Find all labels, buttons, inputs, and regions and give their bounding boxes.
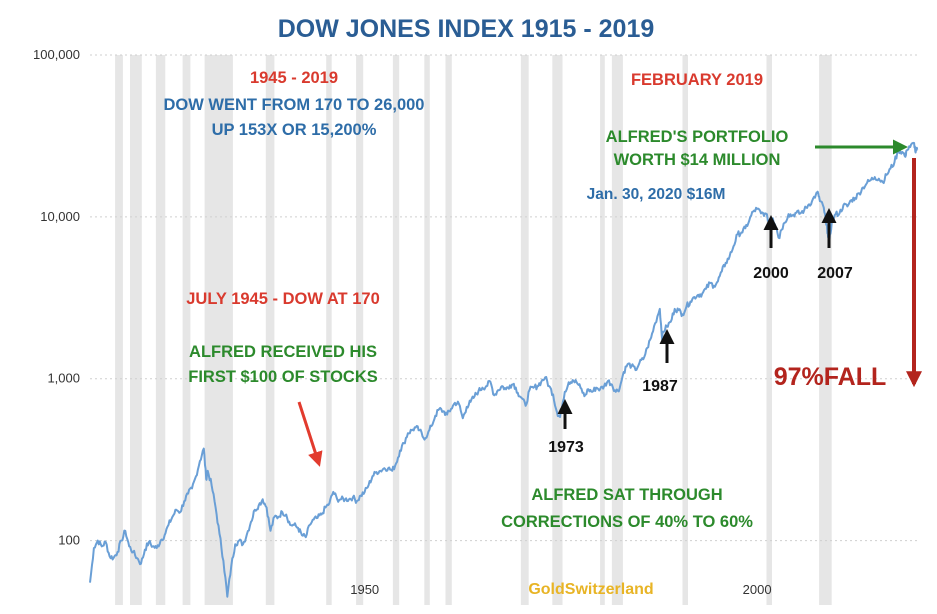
recession-band xyxy=(682,55,688,605)
recession-band xyxy=(182,55,191,605)
y-tick-label: 100 xyxy=(58,533,80,548)
feb-2019-label: FEBRUARY 2019 xyxy=(631,71,763,89)
period-label: 1945 - 2019 xyxy=(250,69,338,87)
year-1987-label: 1987 xyxy=(642,378,678,395)
recession-band xyxy=(115,55,123,605)
y-axis: 100 1,000 10,000 100,000 xyxy=(33,47,80,548)
recession-band xyxy=(204,55,233,605)
recession-band xyxy=(819,55,832,605)
recession-band xyxy=(766,55,772,605)
portfolio-line-2: WORTH $14 MILLION xyxy=(614,151,781,169)
recession-band xyxy=(356,55,364,605)
jan-2020-label: Jan. 30, 2020 $16M xyxy=(587,186,726,203)
recession-band xyxy=(326,55,332,605)
recession-band xyxy=(552,55,563,605)
july-1945-arrow xyxy=(297,401,323,467)
recession-band xyxy=(600,55,605,605)
portfolio-line-1: ALFRED'S PORTFOLIO xyxy=(606,128,789,146)
sat-line-2: CORRECTIONS OF 40% TO 60% xyxy=(501,513,753,531)
recession-band xyxy=(520,55,529,605)
recession-band xyxy=(155,55,166,605)
recession-band xyxy=(611,55,623,605)
watermark: GoldSwitzerland xyxy=(528,581,653,598)
year-2000-label: 2000 xyxy=(753,265,789,282)
dow-index-line xyxy=(89,141,919,598)
received-line-2: FIRST $100 OF STOCKS xyxy=(188,368,378,386)
period-line-2: UP 153X OR 15,200% xyxy=(212,121,377,139)
year-1973-label: 1973 xyxy=(548,439,584,456)
x-axis: 1950 2000 xyxy=(350,582,771,597)
x-tick-label: 2000 xyxy=(743,582,772,597)
period-line-1: DOW WENT FROM 170 TO 26,000 xyxy=(163,96,424,114)
recession-band xyxy=(424,55,430,605)
y-tick-label: 10,000 xyxy=(40,209,80,224)
y-tick-label: 100,000 xyxy=(33,47,80,62)
gridlines xyxy=(90,54,918,542)
year-2007-label: 2007 xyxy=(817,265,853,282)
recession-band xyxy=(392,55,400,605)
received-line-1: ALFRED RECEIVED HIS xyxy=(189,343,377,361)
x-tick-label: 1950 xyxy=(350,582,379,597)
fall-label: 97%FALL xyxy=(774,363,887,391)
recession-band xyxy=(265,55,275,605)
july-1945-label: JULY 1945 - DOW AT 170 xyxy=(186,290,380,308)
sat-line-1: ALFRED SAT THROUGH xyxy=(531,486,722,504)
chart-title: DOW JONES INDEX 1915 - 2019 xyxy=(278,15,655,43)
recession-band xyxy=(445,55,452,605)
recession-band xyxy=(130,55,142,605)
y-tick-label: 1,000 xyxy=(47,371,80,386)
recession-bands xyxy=(115,55,832,605)
